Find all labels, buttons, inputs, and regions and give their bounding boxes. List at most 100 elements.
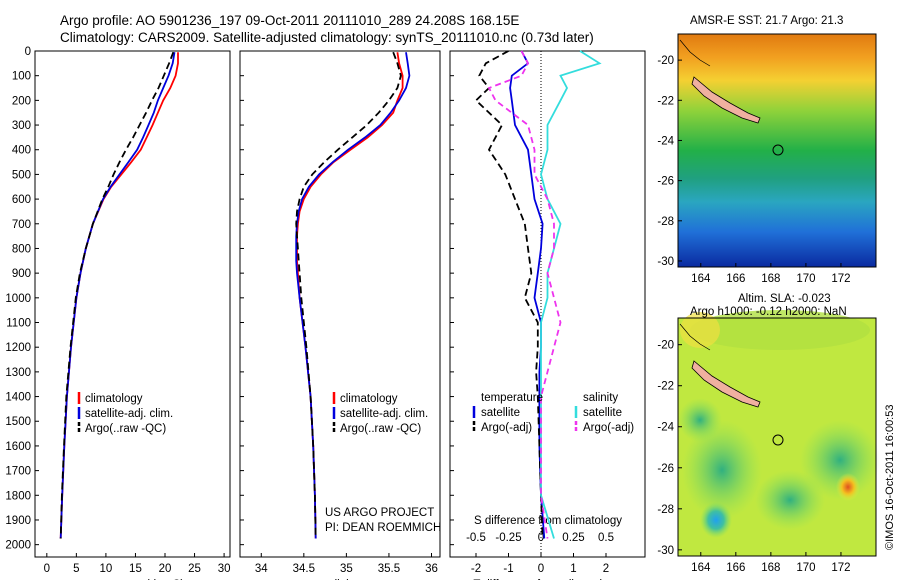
x-tick-label: 30 bbox=[218, 563, 231, 575]
credit-text: ©IMOS 16-Oct-2011 16:00:53 bbox=[884, 404, 896, 550]
x-tick-label: 36 bbox=[425, 563, 438, 575]
header-line-2: Climatology: CARS2009. Satellite-adjuste… bbox=[60, 30, 594, 45]
x-tick-label: 35 bbox=[340, 563, 353, 575]
depth-tick-label: 1200 bbox=[5, 342, 31, 354]
diff-series-line-3 bbox=[487, 50, 562, 539]
sla-map-frame bbox=[677, 317, 877, 557]
depth-tick-label: 1600 bbox=[5, 441, 31, 453]
x-tick-label: 34 bbox=[255, 563, 268, 575]
sst-field bbox=[678, 34, 876, 267]
new-caledonia-island bbox=[691, 76, 761, 124]
diff-series-line-0 bbox=[509, 50, 546, 539]
lat-tick-label: -20 bbox=[657, 340, 674, 352]
lon-tick-label: 172 bbox=[831, 562, 850, 574]
lat-tick-label: -24 bbox=[657, 135, 674, 147]
x-tick-label: 10 bbox=[100, 563, 113, 575]
legend-label: satellite bbox=[583, 407, 622, 419]
x-tick-label: 15 bbox=[129, 563, 142, 575]
lon-tick-label: 172 bbox=[831, 273, 850, 285]
lat-tick-label: -24 bbox=[657, 422, 674, 434]
lat-tick-label: -26 bbox=[657, 176, 674, 188]
lat-tick-label: -30 bbox=[657, 545, 674, 557]
t-tick-label: 0 bbox=[538, 563, 544, 575]
depth-tick-label: 1000 bbox=[5, 293, 31, 305]
series-line-sal-0 bbox=[296, 52, 404, 539]
coastline bbox=[679, 39, 711, 67]
depth-tick-label: 1500 bbox=[5, 416, 31, 428]
legend-label: Argo(..raw -QC) bbox=[85, 423, 166, 435]
lat-tick-label: -20 bbox=[657, 55, 674, 67]
x-tick-label: 25 bbox=[188, 563, 201, 575]
x-tick-label: 5 bbox=[73, 563, 79, 575]
header-line-1: Argo profile: AO 5901236_197 09-Oct-2011… bbox=[60, 13, 520, 28]
lon-tick-label: 170 bbox=[796, 273, 815, 285]
x-tick-label: 20 bbox=[159, 563, 172, 575]
sst-map-title: AMSR-E SST: 21.7 Argo: 21.3 bbox=[690, 15, 844, 27]
argo-position-marker bbox=[772, 144, 784, 156]
salinity-panel-frame bbox=[239, 50, 441, 558]
s-tick-label: -0.5 bbox=[466, 532, 486, 544]
lon-tick-label: 170 bbox=[796, 562, 815, 574]
project-note: US ARGO PROJECT bbox=[325, 507, 434, 519]
lon-tick-label: 168 bbox=[761, 273, 780, 285]
series-line-temp-0 bbox=[59, 52, 179, 539]
depth-tick-label: 800 bbox=[12, 243, 31, 255]
t-tick-label: 2 bbox=[603, 563, 609, 575]
depth-tick-label: 1700 bbox=[5, 466, 31, 478]
depth-tick-label: 400 bbox=[12, 145, 31, 157]
temperature-panel-frame bbox=[34, 50, 231, 558]
lat-tick-label: -26 bbox=[657, 463, 674, 475]
legend-label: satellite bbox=[481, 407, 520, 419]
depth-tick-label: 500 bbox=[12, 169, 31, 181]
depth-tick-label: 900 bbox=[12, 268, 31, 280]
depth-tick-label: 1800 bbox=[5, 490, 31, 502]
depth-tick-label: 1100 bbox=[6, 318, 31, 330]
series-line-temp-1 bbox=[59, 52, 176, 539]
legend-label: Argo(-adj) bbox=[481, 422, 532, 434]
depth-tick-label: 1300 bbox=[5, 367, 31, 379]
depth-tick-label: 1400 bbox=[5, 392, 31, 404]
legend-heading: salinity bbox=[583, 392, 618, 404]
lat-tick-label: -22 bbox=[657, 381, 674, 393]
argo-position-marker bbox=[772, 434, 784, 446]
s-tick-label: 0.5 bbox=[598, 532, 614, 544]
lon-tick-label: 166 bbox=[726, 562, 745, 574]
sla-map-title-2: Argo h1000: -0.12 h2000: NaN bbox=[690, 306, 847, 318]
lon-tick-label: 164 bbox=[691, 273, 711, 285]
difference-panel-frame bbox=[449, 50, 646, 558]
x-tick-label: 0 bbox=[44, 563, 50, 575]
legend-label: Argo(..raw -QC) bbox=[340, 423, 421, 435]
diff-series-line-2 bbox=[540, 50, 602, 539]
series-line-temp-2 bbox=[59, 51, 175, 539]
depth-tick-label: 100 bbox=[12, 71, 31, 83]
depth-tick-label: 700 bbox=[12, 219, 31, 231]
pi-note: PI: DEAN ROEMMICH bbox=[325, 522, 441, 534]
s-tick-label: -0.25 bbox=[495, 532, 521, 544]
x-tick-label: 34.5 bbox=[293, 563, 315, 575]
legend-heading: temperature bbox=[481, 392, 543, 404]
depth-tick-label: 1900 bbox=[5, 515, 31, 527]
legend-label: satellite-adj. clim. bbox=[85, 408, 173, 420]
legend-label: Argo(-adj) bbox=[583, 422, 634, 434]
depth-tick-label: 200 bbox=[12, 95, 31, 107]
s-tick-label: 0.25 bbox=[562, 532, 584, 544]
legend-label: climatology bbox=[340, 393, 398, 405]
lon-tick-label: 164 bbox=[691, 562, 711, 574]
t-tick-label: -2 bbox=[471, 563, 481, 575]
lon-tick-label: 166 bbox=[726, 273, 745, 285]
depth-tick-label: 300 bbox=[12, 120, 31, 132]
legend-label: satellite-adj. clim. bbox=[340, 408, 428, 420]
sst-map bbox=[677, 33, 877, 268]
legend-label: climatology bbox=[85, 393, 143, 405]
diff-series-line-1 bbox=[474, 50, 544, 539]
series-line-sal-2 bbox=[295, 51, 402, 539]
t-tick-label: -1 bbox=[503, 563, 513, 575]
sla-map bbox=[677, 310, 880, 557]
lat-tick-label: -28 bbox=[657, 216, 674, 228]
new-caledonia-island bbox=[691, 360, 761, 408]
coastline bbox=[679, 323, 711, 351]
lat-tick-label: -30 bbox=[657, 256, 674, 268]
lat-tick-label: -22 bbox=[657, 95, 674, 107]
t-tick-label: 1 bbox=[570, 563, 576, 575]
